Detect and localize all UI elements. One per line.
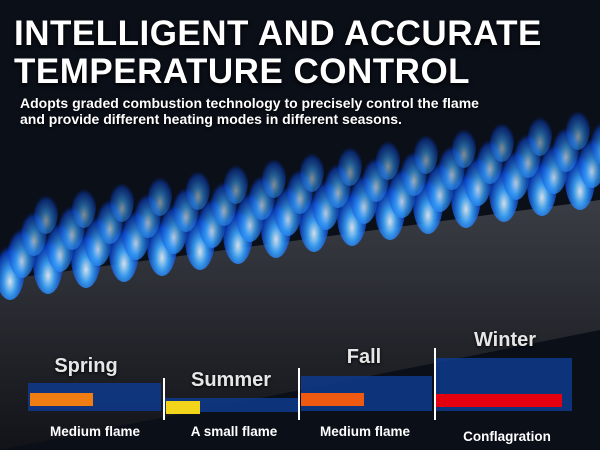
flame bbox=[490, 118, 514, 162]
divider bbox=[163, 378, 165, 420]
flame bbox=[186, 166, 210, 210]
flame-label: Medium flame bbox=[49, 424, 141, 439]
flame bbox=[338, 142, 362, 186]
title-line: INTELLIGENT AND ACCURATE bbox=[14, 14, 542, 53]
season-name: Winter bbox=[473, 329, 537, 351]
divider bbox=[434, 348, 436, 420]
flame bbox=[224, 160, 248, 204]
flame bbox=[591, 117, 600, 165]
flame-level bbox=[30, 393, 93, 406]
flame bbox=[452, 124, 476, 168]
subtitle-line: Adopts graded combustion technology to p… bbox=[20, 95, 479, 111]
flame bbox=[300, 148, 324, 192]
flame-level bbox=[301, 393, 364, 406]
flame bbox=[528, 112, 552, 156]
season-name: Summer bbox=[190, 369, 272, 391]
flame-label: Medium flame bbox=[319, 424, 411, 439]
flame bbox=[72, 184, 96, 228]
flame-level bbox=[436, 394, 562, 407]
divider bbox=[298, 368, 300, 420]
flame bbox=[110, 178, 134, 222]
flame-label: Conflagration bbox=[463, 429, 551, 444]
flame bbox=[262, 154, 286, 198]
flame bbox=[376, 136, 400, 180]
flames bbox=[0, 106, 600, 300]
season-name: Spring bbox=[54, 355, 118, 377]
flame bbox=[148, 172, 172, 216]
flame bbox=[34, 190, 58, 234]
flame-label: A small flame bbox=[190, 424, 278, 439]
flame bbox=[566, 106, 590, 150]
title-line: TEMPERATURE CONTROL bbox=[14, 52, 471, 91]
subtitle-line: and provide different heating modes in d… bbox=[20, 111, 402, 127]
flame-level bbox=[166, 401, 200, 414]
flame bbox=[414, 130, 438, 174]
season-name: Fall bbox=[346, 346, 382, 368]
